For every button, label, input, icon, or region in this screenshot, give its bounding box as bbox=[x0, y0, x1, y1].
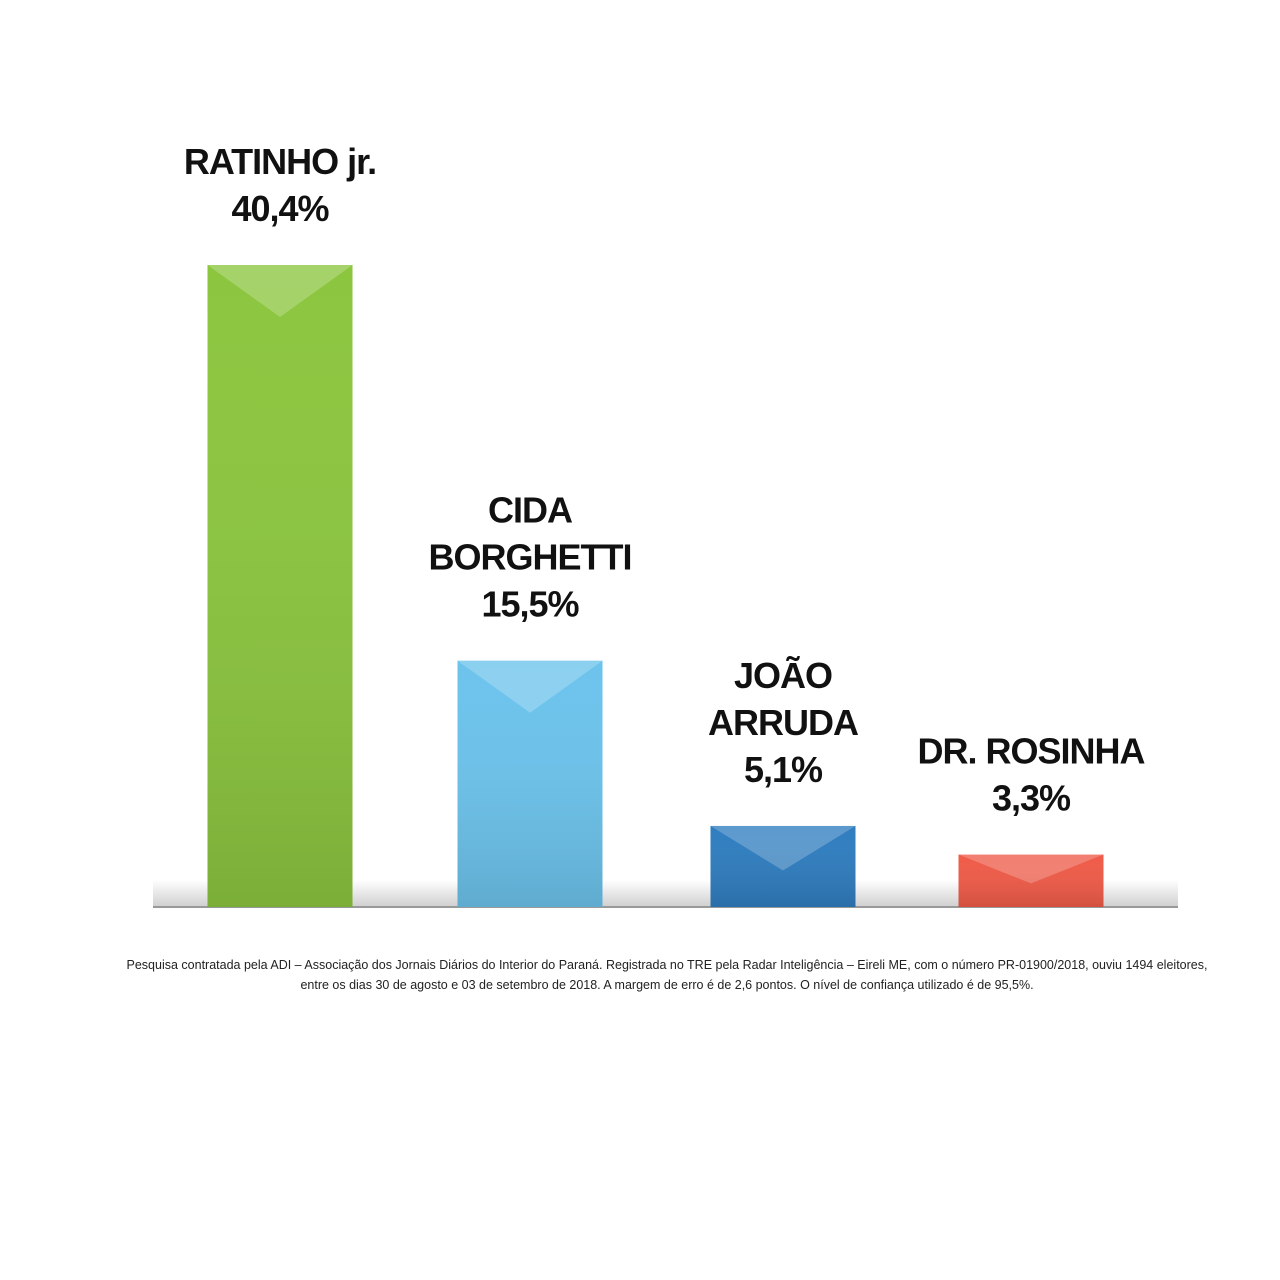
value-label: 40,4% bbox=[231, 188, 329, 229]
value-label: 15,5% bbox=[481, 584, 579, 625]
category-label: BORGHETTI bbox=[429, 537, 632, 578]
bar-fold bbox=[710, 825, 856, 871]
bar-shade bbox=[710, 825, 856, 907]
category-label: ARRUDA bbox=[708, 702, 859, 743]
category-label: JOÃO bbox=[734, 654, 832, 696]
bar-fold bbox=[207, 265, 353, 317]
category-label: RATINHO jr. bbox=[184, 141, 376, 182]
value-label: 5,1% bbox=[744, 749, 823, 790]
bar-shade bbox=[457, 660, 603, 907]
footnote: Pesquisa contratada pela ADI – Associaçã… bbox=[127, 958, 1208, 972]
bar-fold bbox=[958, 854, 1104, 884]
bar-shade bbox=[958, 854, 1104, 907]
bar-fold bbox=[457, 660, 603, 713]
value-label: 3,3% bbox=[992, 778, 1071, 819]
category-label: DR. ROSINHA bbox=[917, 731, 1145, 772]
category-label: CIDA bbox=[488, 490, 573, 531]
footnote: entre os dias 30 de agosto e 03 de setem… bbox=[300, 978, 1033, 992]
bar-shade bbox=[207, 265, 353, 907]
